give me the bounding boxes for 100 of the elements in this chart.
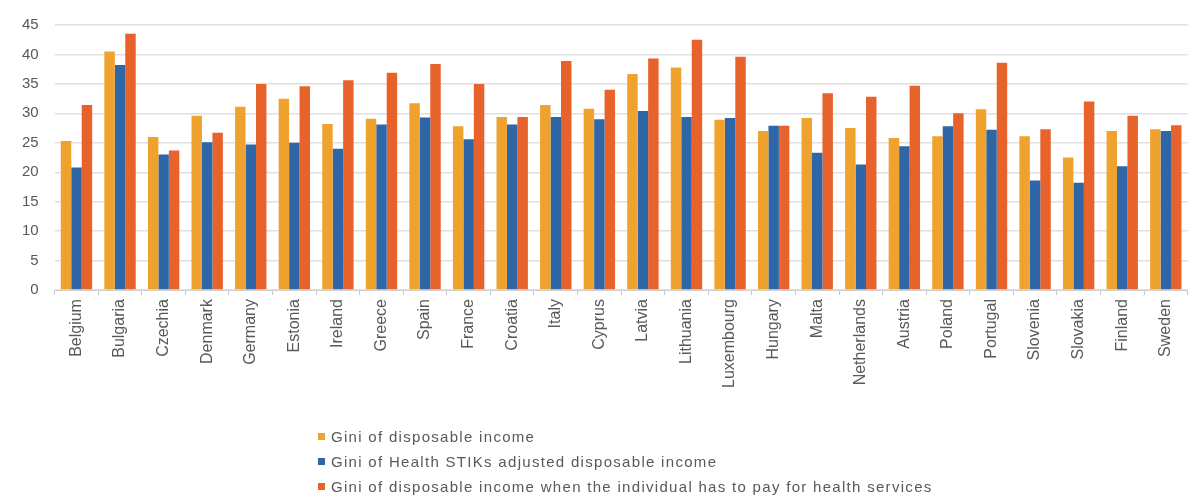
bar — [768, 125, 779, 290]
bar — [322, 123, 333, 290]
x-tick-label: Netherlands — [851, 299, 869, 386]
bar — [409, 103, 420, 290]
bar — [1073, 182, 1084, 290]
bar — [168, 150, 180, 290]
bar — [332, 148, 344, 290]
bar — [60, 141, 72, 290]
bar — [691, 39, 703, 290]
bar — [419, 117, 431, 290]
bar — [627, 73, 638, 290]
bar — [888, 138, 900, 290]
bar — [343, 80, 354, 290]
bar — [245, 144, 256, 290]
bar — [953, 113, 964, 290]
bar — [724, 118, 736, 290]
x-tick-label: Ireland — [328, 299, 346, 348]
legend-label: Gini of disposable income — [331, 428, 536, 445]
x-tick-label: Poland — [938, 299, 956, 349]
x-tick-label: Belgium — [66, 299, 84, 357]
bar — [1083, 101, 1095, 290]
bar — [866, 96, 877, 290]
y-tick-label: 15 — [22, 191, 39, 209]
y-tick-label: 45 — [22, 15, 39, 33]
x-tick-label: Finland — [1112, 299, 1130, 352]
bar — [778, 125, 790, 290]
bar — [278, 98, 290, 290]
x-tick-label: Luxembourg — [720, 299, 738, 389]
bar — [550, 116, 562, 290]
y-tick-label: 25 — [22, 132, 39, 150]
bar — [648, 58, 659, 290]
bar — [540, 105, 551, 290]
bar — [1150, 129, 1161, 290]
x-tick-label: Croatia — [502, 298, 520, 351]
bar — [1062, 157, 1074, 290]
bar — [463, 139, 474, 290]
x-tick-label: Cyprus — [589, 299, 607, 350]
bar — [822, 93, 833, 290]
bar — [909, 85, 921, 290]
bar — [811, 152, 823, 290]
bar — [496, 116, 507, 290]
bar — [255, 83, 267, 290]
bar — [855, 164, 867, 290]
bar — [71, 167, 82, 290]
bar — [1106, 131, 1117, 290]
bar — [506, 124, 518, 290]
bar — [561, 60, 572, 290]
bar — [147, 136, 159, 290]
bar — [594, 119, 605, 290]
bar — [473, 83, 485, 290]
bar — [681, 116, 692, 290]
legend-label: Gini of Health STIKs adjusted disposable income — [331, 453, 718, 470]
bar — [299, 86, 311, 290]
bar — [376, 124, 387, 290]
bar — [104, 51, 115, 290]
x-tick-label: Slovakia — [1069, 298, 1087, 360]
bar — [81, 105, 93, 290]
bar — [757, 131, 769, 290]
bar — [670, 67, 682, 290]
x-tick-label: Hungary — [764, 299, 782, 360]
bar — [1171, 125, 1182, 290]
x-tick-label: France — [459, 298, 477, 349]
bar — [235, 106, 246, 290]
bar — [1019, 136, 1030, 290]
bar — [201, 142, 213, 290]
bar — [191, 115, 202, 290]
bar — [158, 154, 169, 290]
bar — [583, 108, 595, 290]
bar — [899, 146, 910, 290]
bar — [996, 62, 1008, 290]
bar — [114, 65, 126, 290]
bar — [517, 116, 528, 290]
bar — [714, 119, 725, 290]
y-tick-label: 0 — [30, 280, 39, 298]
bar — [1117, 166, 1128, 290]
x-tick-label: Austria — [894, 298, 912, 349]
bar — [1029, 180, 1041, 290]
x-tick-label: Slovenia — [1025, 298, 1043, 361]
bar — [430, 63, 441, 290]
bar — [735, 56, 746, 290]
bar — [942, 126, 954, 290]
bar — [801, 118, 812, 290]
x-tick-label: Denmark — [197, 298, 215, 364]
x-tick-label: Latvia — [633, 298, 651, 342]
bar — [932, 136, 943, 290]
bar — [637, 111, 649, 290]
bar — [365, 118, 377, 290]
bar — [1127, 115, 1138, 290]
bar — [1160, 131, 1172, 290]
x-tick-label: Sweden — [1156, 299, 1174, 357]
bar — [975, 109, 987, 290]
y-tick-label: 5 — [30, 250, 39, 268]
x-tick-label: Bulgaria — [110, 298, 128, 358]
x-tick-label: Spain — [415, 299, 433, 340]
bar — [386, 72, 398, 290]
bar — [845, 128, 856, 290]
x-tick-label: Italy — [546, 299, 564, 329]
y-tick-label: 10 — [22, 221, 39, 239]
bar — [125, 33, 136, 290]
y-tick-label: 40 — [22, 44, 39, 62]
